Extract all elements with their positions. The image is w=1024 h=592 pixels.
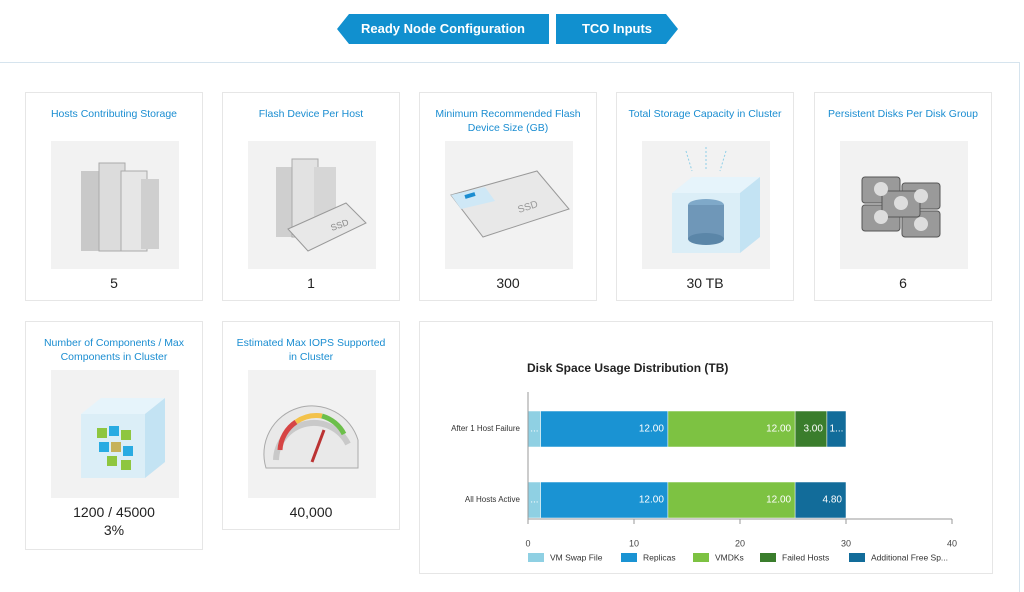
bar-segment [667, 410, 796, 448]
x-tick-label: 20 [735, 538, 745, 548]
legend-swatch [693, 553, 709, 562]
legend-swatch [760, 553, 776, 562]
data-label: 12.00 [766, 495, 791, 506]
bar-segment [540, 410, 669, 448]
data-label: ... [530, 495, 538, 506]
card-title: Total Storage Capacity in Cluster [628, 108, 782, 120]
card-value: 5 [110, 275, 118, 291]
x-tick-label: 0 [525, 538, 530, 548]
metric-card: Total Storage Capacity in Cluster 30 TB [616, 92, 794, 301]
card-value: 6 [899, 275, 907, 291]
data-label: 3.00 [803, 424, 823, 435]
bar-segment [826, 410, 847, 448]
card-value: 1200 / 45000 [73, 504, 155, 520]
card-icon [248, 370, 376, 498]
card-value: 300 [496, 275, 520, 291]
y-tick-label: All Hosts Active [465, 495, 521, 504]
bar-segment [667, 481, 796, 519]
card-title: Hosts Contributing Storage [50, 108, 178, 120]
card-title: Persistent Disks Per Disk Group [828, 108, 978, 120]
card-title: Number of Components / Max Components in… [43, 337, 185, 363]
card-title: Minimum Recommended Flash Device Size (G… [435, 108, 581, 134]
card-icon: SSD [248, 141, 376, 269]
card-value: 30 TB [686, 275, 724, 291]
card-icon [51, 141, 179, 269]
chart-card: Disk Space Usage Distribution (TB) 0 10 20… [419, 321, 993, 574]
card-icon [51, 370, 179, 498]
chart: Disk Space Usage Distribution (TB) 0 10 20… [451, 361, 957, 562]
card-subvalue: 3% [103, 522, 125, 538]
bar-segment [794, 481, 847, 519]
data-label: 1... [830, 424, 844, 435]
data-label: ... [530, 424, 538, 435]
card-value: 1 [307, 275, 315, 291]
legend-swatch [621, 553, 637, 562]
chart-title: Disk Space Usage Distribution (TB) [527, 361, 728, 375]
metric-card: Hosts Contributing Storage 5 [25, 92, 203, 301]
legend-label: VMDKs [715, 552, 744, 562]
data-label: 12.00 [639, 495, 664, 506]
data-label: 12.00 [639, 424, 664, 435]
card-title: Flash Device Per Host [258, 108, 364, 120]
metric-card: Minimum Recommended Flash Device Size (G… [419, 92, 597, 301]
legend-swatch [528, 553, 544, 562]
card-value: 40,000 [289, 504, 333, 520]
y-tick-label: After 1 Host Failure [451, 424, 520, 433]
card-title: Estimated Max IOPS Supported in Cluster [236, 337, 386, 363]
legend-swatch [849, 553, 865, 562]
bar-segment [794, 410, 828, 448]
card-icon [840, 141, 968, 269]
legend-label: Failed Hosts [782, 552, 829, 562]
x-tick-label: 30 [841, 538, 851, 548]
legend-label: VM Swap File [550, 552, 603, 562]
bar-segment [540, 481, 669, 519]
metric-card: Number of Components / Max Components in… [25, 321, 203, 550]
card-icon [642, 141, 770, 269]
legend-label: Additional Free Sp... [871, 552, 948, 562]
card-icon: SSD [445, 141, 573, 269]
metric-card: Flash Device Per Host SSD 1 [222, 92, 400, 301]
nav-tab[interactable]: TCO Inputs [556, 14, 678, 44]
metric-card: Estimated Max IOPS Supported in Cluster 4… [222, 321, 400, 530]
data-label: 12.00 [766, 424, 791, 435]
x-tick-label: 10 [629, 538, 639, 548]
data-label: 4.80 [823, 495, 843, 506]
x-tick-label: 40 [947, 538, 957, 548]
legend-label: Replicas [643, 552, 676, 562]
content-panel [0, 62, 1020, 592]
metric-card: Persistent Disks Per Disk Group 6 [814, 92, 992, 301]
nav-tab[interactable]: Ready Node Configuration [337, 14, 549, 44]
